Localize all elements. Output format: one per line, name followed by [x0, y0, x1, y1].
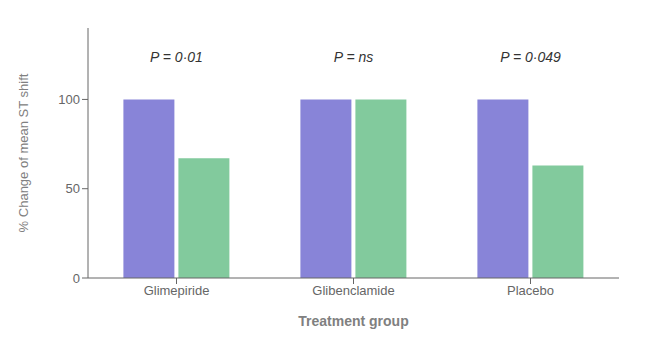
svg-text:P = 0·049: P = 0·049 — [500, 49, 561, 65]
svg-text:Treatment group: Treatment group — [298, 313, 408, 329]
svg-text:50: 50 — [66, 181, 80, 196]
svg-text:P = 0·01: P = 0·01 — [150, 49, 203, 65]
svg-text:Placebo: Placebo — [507, 283, 554, 298]
svg-text:% Change of mean ST shift: % Change of mean ST shift — [16, 73, 31, 232]
svg-text:Glimepiride: Glimepiride — [144, 283, 210, 298]
svg-text:Glibenclamide: Glibenclamide — [312, 283, 394, 298]
svg-text:100: 100 — [58, 92, 80, 107]
svg-text:0: 0 — [73, 271, 80, 286]
svg-text:P = ns: P = ns — [334, 49, 374, 65]
